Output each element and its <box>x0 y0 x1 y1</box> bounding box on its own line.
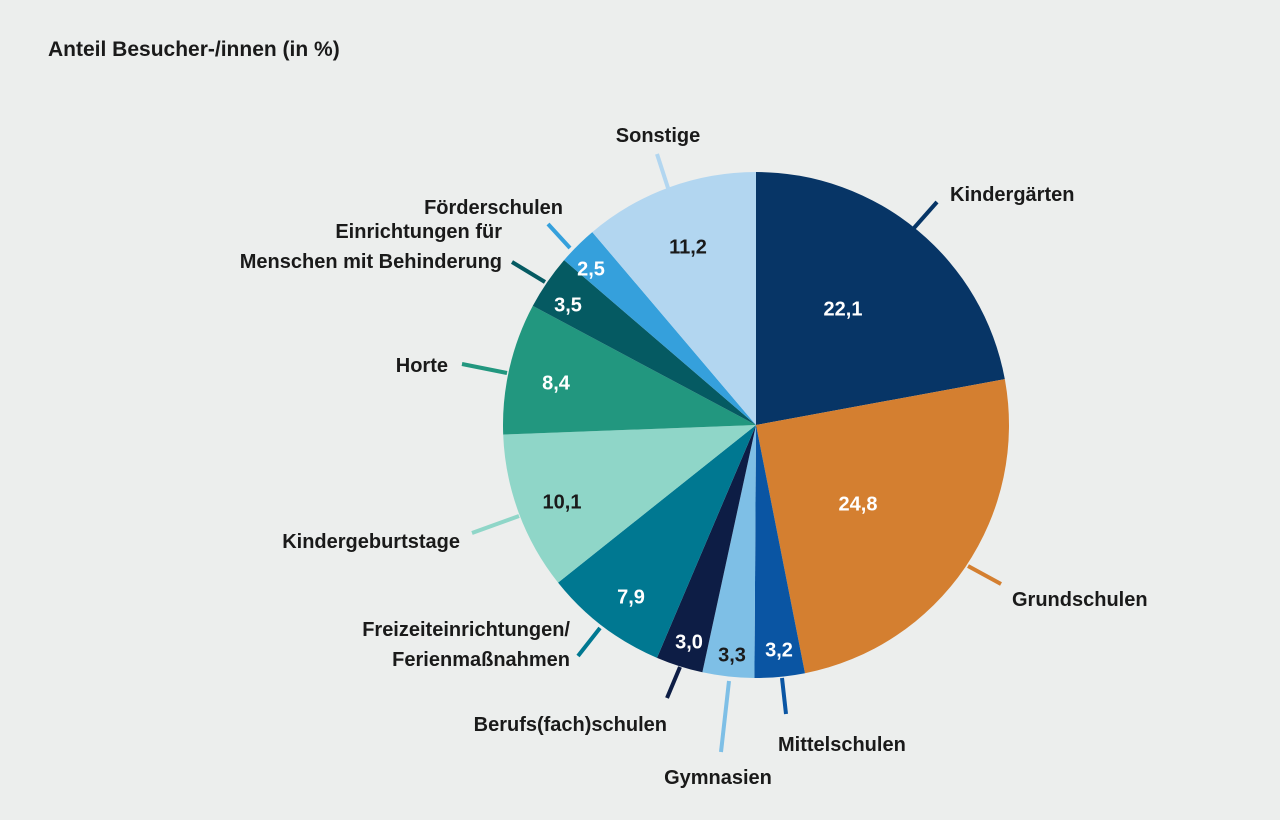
leader-line-0 <box>912 200 939 230</box>
chart-title: Anteil Besucher-/innen (in %) <box>48 38 340 61</box>
pie-slice-0 <box>756 172 1005 425</box>
category-label-10: Sonstige <box>616 125 700 147</box>
data-label-4: 3,0 <box>675 631 703 653</box>
pie-slice-10 <box>592 172 756 425</box>
data-label-0: 22,1 <box>824 298 863 320</box>
leader-line-5 <box>576 626 602 658</box>
category-label-3: Gymnasien <box>664 767 772 789</box>
category-label-6: Kindergeburtstage <box>282 531 460 553</box>
pie-slice-1 <box>756 379 1010 674</box>
leader-line-1 <box>967 564 1002 586</box>
category-label-8: Einrichtungen für Menschen mit Behinderun… <box>240 221 502 273</box>
data-label-10: 11,2 <box>669 236 707 258</box>
leader-line-7 <box>461 362 508 375</box>
data-label-1: 24,8 <box>839 493 878 515</box>
category-label-2: Mittelschulen <box>778 734 906 756</box>
pie-slice-9 <box>564 232 756 425</box>
category-label-1: Grundschulen <box>1012 589 1148 611</box>
category-label-9: Förderschulen <box>424 197 563 219</box>
category-label-0: Kindergärten <box>950 184 1074 206</box>
leader-line-10 <box>655 153 670 189</box>
category-label-4: Berufs(fach)schulen <box>474 714 667 736</box>
category-label-7: Horte <box>396 355 448 377</box>
data-label-2: 3,2 <box>765 639 793 661</box>
pie-slice-5 <box>558 425 756 658</box>
category-label-5: Freizeiteinrichtungen/Ferienmaßnahmen <box>362 619 570 671</box>
leader-line-6 <box>471 514 520 535</box>
pie-slice-6 <box>503 425 756 583</box>
data-label-5: 7,9 <box>617 586 645 608</box>
leader-line-2 <box>780 677 788 715</box>
pie-slice-8 <box>532 260 756 425</box>
pie-slice-3 <box>702 425 756 678</box>
leader-line-3 <box>719 680 731 753</box>
data-label-9: 2,5 <box>577 258 605 280</box>
data-label-7: 8,4 <box>542 372 571 394</box>
data-label-6: 10,1 <box>543 491 582 513</box>
pie-slice-4 <box>656 425 756 673</box>
pie-slice-2 <box>754 425 805 679</box>
pie-slice-7 <box>502 305 756 435</box>
leader-line-8 <box>510 260 547 284</box>
leader-line-4 <box>665 666 682 699</box>
leader-line-9 <box>546 222 572 250</box>
data-label-8: 3,5 <box>554 294 582 316</box>
data-label-3: 3,3 <box>718 644 746 666</box>
